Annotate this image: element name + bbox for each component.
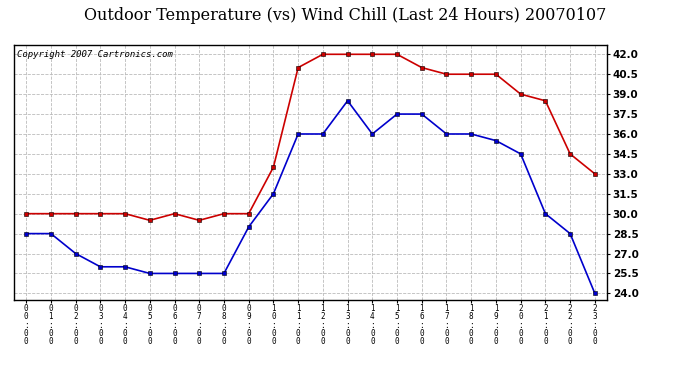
Text: Copyright 2007 Cartronics.com: Copyright 2007 Cartronics.com — [17, 50, 172, 59]
Text: Outdoor Temperature (vs) Wind Chill (Last 24 Hours) 20070107: Outdoor Temperature (vs) Wind Chill (Las… — [83, 8, 607, 24]
